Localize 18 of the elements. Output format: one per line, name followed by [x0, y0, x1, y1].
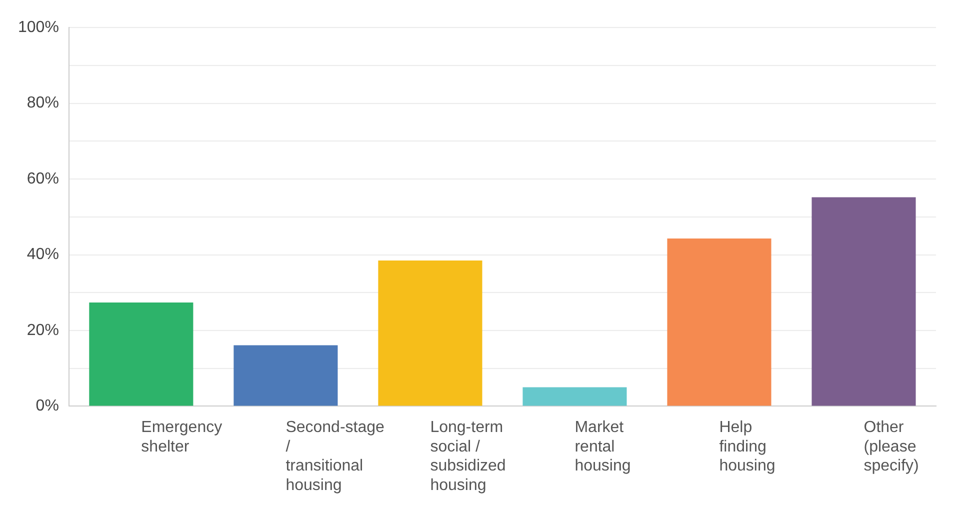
x-tick-label: Help finding housing: [719, 419, 776, 475]
y-tick-label: 0%: [36, 398, 59, 415]
x-tick-label: Long-term social / subsidized housing: [430, 419, 506, 494]
bar: [522, 387, 627, 406]
y-tick-label: 40%: [26, 246, 59, 264]
y-tick-label: 20%: [26, 322, 59, 339]
bar: [89, 302, 194, 406]
x-tick-label: Second-stage / transitional housing: [286, 419, 385, 494]
y-tick-label: 100%: [18, 19, 59, 36]
x-tick-label: Other (please specify): [864, 419, 919, 475]
y-tick-label: 80%: [26, 94, 59, 112]
x-tick-label: Market rental housing: [574, 419, 631, 475]
bar: [234, 345, 338, 406]
x-tick-label: Emergency shelter: [141, 419, 222, 456]
bar: [378, 260, 482, 406]
y-tick-label: 60%: [26, 170, 59, 188]
bar: [667, 238, 772, 406]
bar: [812, 197, 916, 406]
